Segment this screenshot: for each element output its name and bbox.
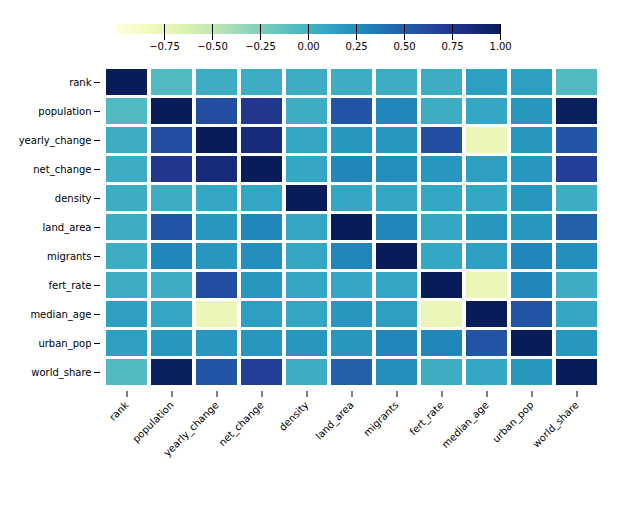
svg-text:net_change: net_change	[33, 164, 91, 176]
svg-text:0.25: 0.25	[345, 41, 367, 52]
svg-text:density: density	[55, 193, 92, 204]
svg-text:migrants: migrants	[47, 251, 92, 262]
svg-text:urban_pop: urban_pop	[38, 338, 91, 350]
svg-text:−0.75: −0.75	[149, 41, 180, 52]
svg-text:0.75: 0.75	[441, 41, 463, 52]
svg-text:world_share: world_share	[31, 367, 91, 379]
svg-text:land_area: land_area	[43, 222, 92, 234]
svg-text:fert_rate: fert_rate	[48, 280, 91, 292]
svg-text:population: population	[130, 399, 175, 444]
svg-text:median_age: median_age	[30, 309, 91, 321]
svg-text:1.00: 1.00	[489, 41, 511, 52]
svg-text:world_share: world_share	[530, 399, 581, 450]
svg-text:0.00: 0.00	[297, 41, 319, 52]
svg-text:density: density	[277, 399, 311, 433]
svg-text:urban_pop: urban_pop	[490, 399, 536, 445]
svg-text:rank: rank	[107, 399, 131, 423]
svg-text:rank: rank	[69, 77, 92, 88]
svg-text:yearly_change: yearly_change	[19, 135, 92, 147]
svg-text:median_age: median_age	[440, 399, 492, 451]
svg-text:0.50: 0.50	[393, 41, 415, 52]
svg-text:migrants: migrants	[361, 399, 400, 438]
svg-text:−0.25: −0.25	[245, 41, 276, 52]
svg-text:fert_rate: fert_rate	[407, 399, 446, 438]
svg-text:population: population	[38, 106, 91, 117]
svg-text:yearly_change: yearly_change	[161, 399, 221, 459]
svg-text:land_area: land_area	[313, 399, 356, 442]
svg-text:net_change: net_change	[217, 399, 267, 449]
svg-text:−0.50: −0.50	[197, 41, 228, 52]
